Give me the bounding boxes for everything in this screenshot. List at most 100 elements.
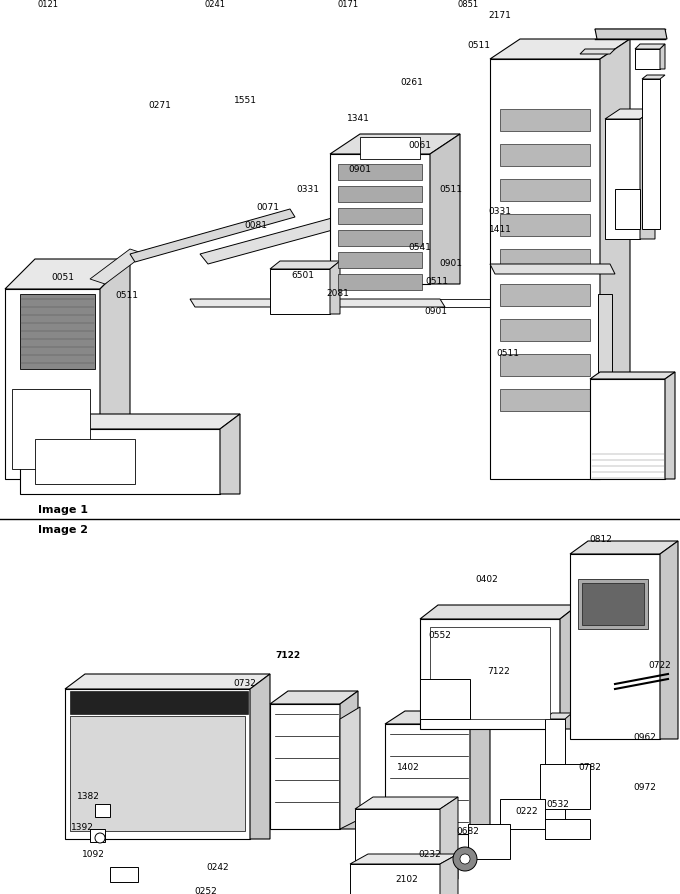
Polygon shape <box>580 50 615 55</box>
Polygon shape <box>500 390 590 411</box>
Polygon shape <box>130 210 295 263</box>
Polygon shape <box>545 719 565 839</box>
Polygon shape <box>330 155 430 284</box>
Polygon shape <box>5 290 100 479</box>
Polygon shape <box>500 799 545 829</box>
Polygon shape <box>110 867 138 882</box>
Text: 2171: 2171 <box>488 11 511 20</box>
Polygon shape <box>560 605 578 730</box>
Text: 0532: 0532 <box>547 799 569 808</box>
Polygon shape <box>70 716 245 831</box>
Polygon shape <box>90 249 145 284</box>
Polygon shape <box>545 713 572 719</box>
Polygon shape <box>385 712 490 724</box>
Text: 0511: 0511 <box>116 291 139 299</box>
Polygon shape <box>642 76 665 80</box>
Polygon shape <box>635 50 660 70</box>
Text: 0901: 0901 <box>424 306 447 316</box>
Polygon shape <box>355 797 458 809</box>
Polygon shape <box>270 262 340 270</box>
Polygon shape <box>595 30 667 40</box>
Text: 0271: 0271 <box>148 100 171 109</box>
Text: 0782: 0782 <box>579 763 601 772</box>
Polygon shape <box>340 691 358 829</box>
Text: 0541: 0541 <box>409 243 431 252</box>
Polygon shape <box>605 120 640 240</box>
Polygon shape <box>200 195 428 265</box>
Text: 0171: 0171 <box>337 0 358 8</box>
Polygon shape <box>590 373 675 380</box>
Polygon shape <box>338 231 422 247</box>
Polygon shape <box>420 620 560 730</box>
Text: 7122: 7122 <box>488 667 511 676</box>
Text: 0331: 0331 <box>488 207 511 216</box>
Polygon shape <box>490 265 615 274</box>
Polygon shape <box>598 295 612 400</box>
Polygon shape <box>578 579 648 629</box>
Polygon shape <box>100 260 130 479</box>
Polygon shape <box>545 819 590 839</box>
Text: 0331: 0331 <box>296 185 320 194</box>
Polygon shape <box>338 164 422 181</box>
Polygon shape <box>660 45 665 70</box>
Polygon shape <box>340 707 360 829</box>
Polygon shape <box>500 355 590 376</box>
Polygon shape <box>360 138 420 160</box>
Polygon shape <box>430 135 460 284</box>
Text: 0901: 0901 <box>348 165 371 174</box>
Polygon shape <box>65 689 250 839</box>
Polygon shape <box>190 299 445 308</box>
Polygon shape <box>35 440 135 485</box>
Text: 0812: 0812 <box>590 535 613 544</box>
Polygon shape <box>500 249 590 272</box>
Polygon shape <box>615 190 640 230</box>
Polygon shape <box>338 253 422 269</box>
Text: 2102: 2102 <box>396 874 418 883</box>
Polygon shape <box>330 262 340 315</box>
Text: 0511: 0511 <box>496 350 520 358</box>
Circle shape <box>95 833 105 843</box>
Polygon shape <box>440 854 458 894</box>
Polygon shape <box>420 679 470 719</box>
Polygon shape <box>90 829 105 842</box>
Text: 0402: 0402 <box>475 575 498 584</box>
Polygon shape <box>500 320 590 342</box>
Polygon shape <box>642 80 660 230</box>
Polygon shape <box>5 260 130 290</box>
Polygon shape <box>582 584 644 625</box>
Polygon shape <box>270 704 340 829</box>
Text: 0051: 0051 <box>52 272 75 282</box>
Polygon shape <box>490 60 600 479</box>
Text: 0241: 0241 <box>205 0 226 8</box>
Text: 0851: 0851 <box>458 0 479 8</box>
Text: Image 1: Image 1 <box>38 504 88 514</box>
Polygon shape <box>500 215 590 237</box>
Text: 0222: 0222 <box>515 806 539 815</box>
Text: 0121: 0121 <box>37 0 58 8</box>
Text: 0682: 0682 <box>456 827 479 836</box>
Polygon shape <box>660 542 678 739</box>
Polygon shape <box>500 284 590 307</box>
Text: 1092: 1092 <box>82 849 105 858</box>
Text: 1382: 1382 <box>77 791 99 801</box>
Polygon shape <box>500 180 590 202</box>
Polygon shape <box>540 764 590 809</box>
Text: 0511: 0511 <box>426 276 449 285</box>
Text: 0972: 0972 <box>634 782 656 791</box>
Polygon shape <box>500 110 590 131</box>
Text: Image 2: Image 2 <box>38 525 88 535</box>
Text: 0261: 0261 <box>401 78 424 87</box>
Polygon shape <box>20 295 95 369</box>
Polygon shape <box>420 605 578 620</box>
Polygon shape <box>590 380 665 479</box>
Polygon shape <box>500 145 590 167</box>
Text: 0511: 0511 <box>439 185 462 194</box>
Polygon shape <box>220 415 240 494</box>
Polygon shape <box>65 674 270 689</box>
Text: 0962: 0962 <box>634 733 656 742</box>
Text: 1341: 1341 <box>347 114 369 122</box>
Text: 1392: 1392 <box>71 822 93 831</box>
Polygon shape <box>338 187 422 203</box>
Polygon shape <box>350 854 458 864</box>
Polygon shape <box>270 270 330 315</box>
